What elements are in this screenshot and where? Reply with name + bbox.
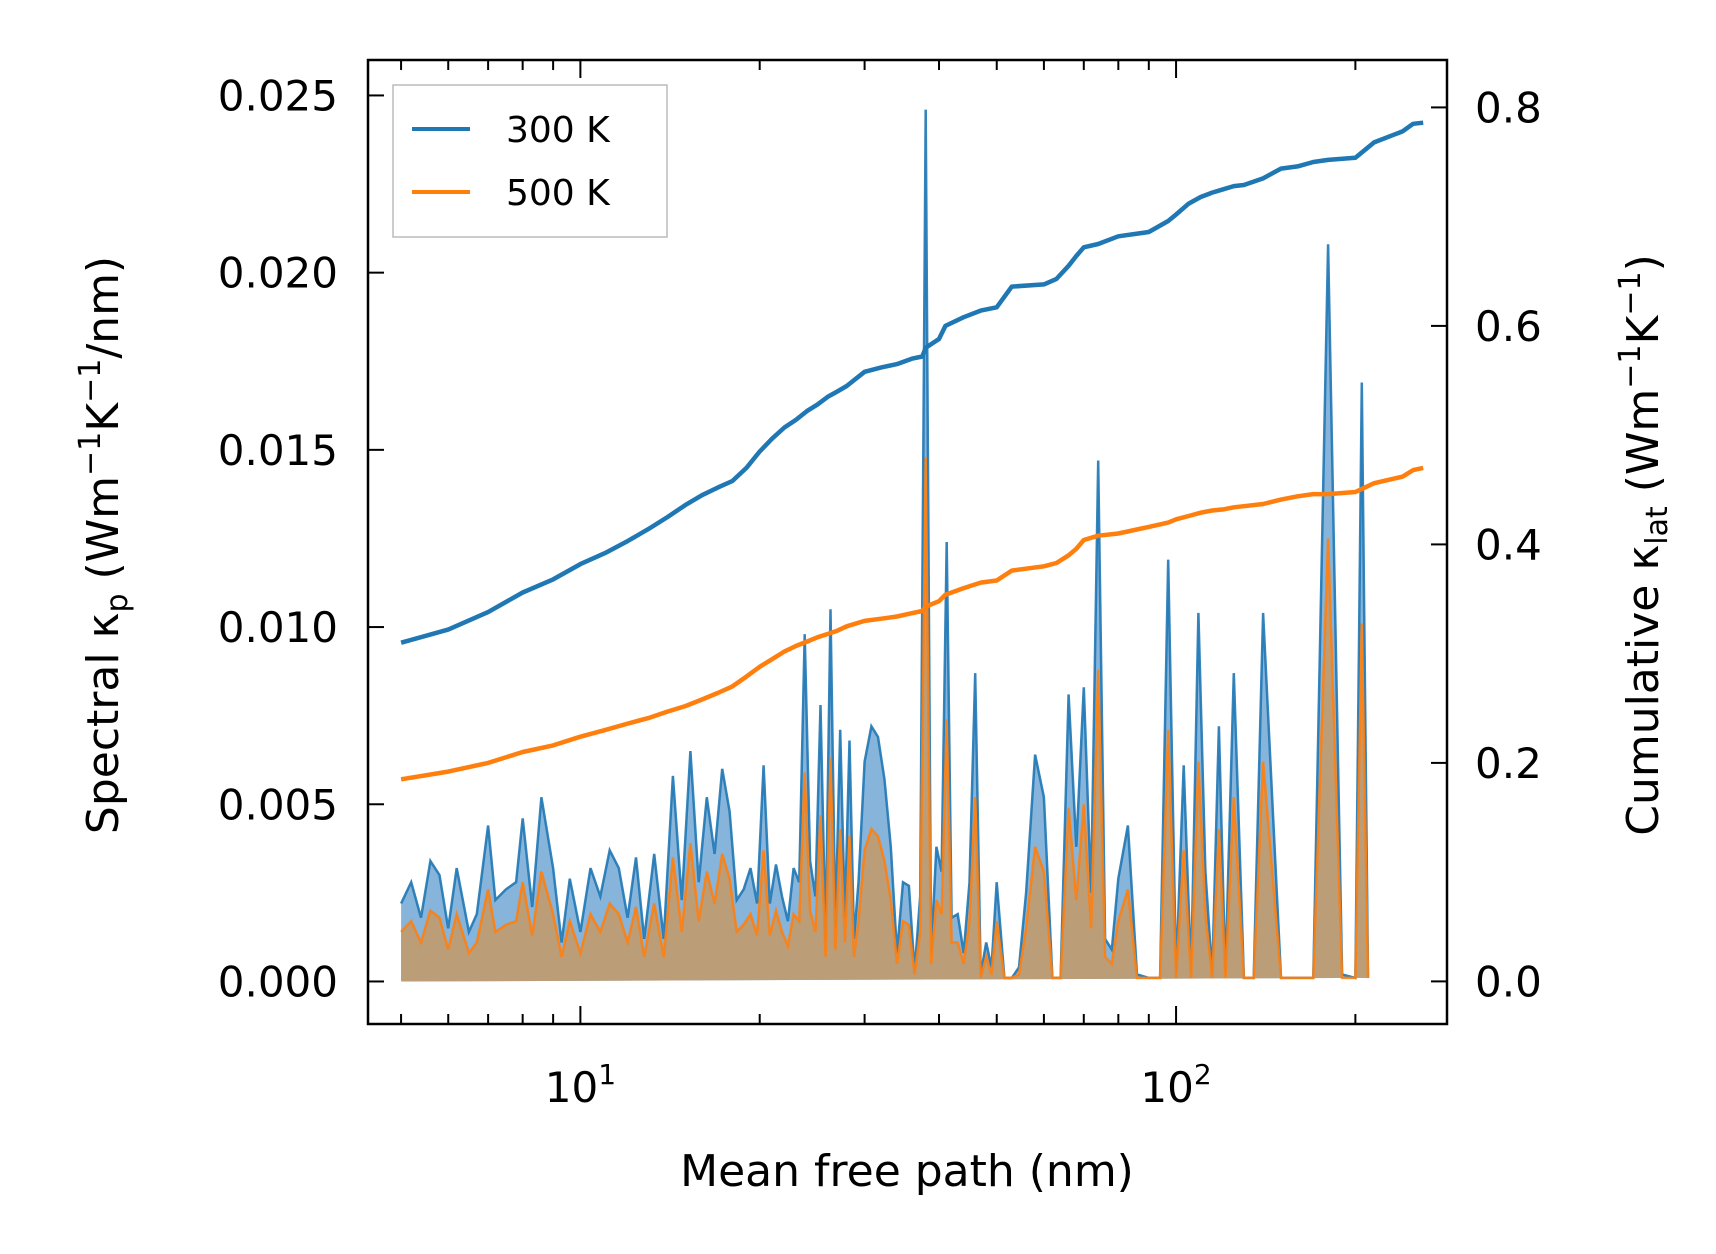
right-y-tick-label: 0.2 [1475, 739, 1542, 788]
cumulative-line-500k [400, 465, 1424, 782]
left-y-tick-label: 0.000 [218, 957, 338, 1006]
right-y-axis-label: Cumulative κlat (Wm−1K−1) [1613, 254, 1675, 836]
spectral-area-500k [401, 456, 1369, 982]
spectral-fill-layer [399, 109, 1370, 982]
cumulative-line-300k [400, 120, 1424, 645]
tick-layer: 0.000 0.005 0.010 0.015 0.020 0.025 0.0 0.2 0.4 0… [218, 60, 1542, 1024]
right-y-tick-label: 0.4 [1475, 520, 1542, 569]
left-y-axis-label: Spectral κp (Wm−1K−1/nm) [73, 256, 135, 834]
right-y-tick-label: 0.8 [1475, 83, 1542, 132]
left-y-tick-label: 0.005 [218, 780, 338, 829]
legend-frame [392, 84, 668, 238]
right-y-tick-label: 0.6 [1475, 302, 1542, 351]
x-axis-label: Mean free path (nm) [680, 1146, 1134, 1197]
spectral-line-300k [399, 109, 1370, 980]
legend-label-500k: 500 K [506, 173, 611, 214]
x-tick-label-100: 102 [1140, 1058, 1211, 1112]
plot-frame [366, 58, 1449, 1026]
spectral-line-500k [400, 456, 1370, 980]
legend-label-300k: 300 K [506, 110, 611, 151]
left-y-tick-label: 0.025 [218, 71, 338, 120]
left-y-tick-label: 0.020 [218, 249, 338, 298]
x-tick-label-10: 101 [545, 1058, 616, 1112]
cumulative-line-layer [400, 120, 1424, 782]
left-y-tick-label: 0.015 [218, 426, 338, 475]
left-y-tick-label: 0.010 [218, 603, 338, 652]
legend: 300 K 500 K [392, 84, 668, 238]
right-y-tick-label: 0.0 [1475, 957, 1542, 1006]
